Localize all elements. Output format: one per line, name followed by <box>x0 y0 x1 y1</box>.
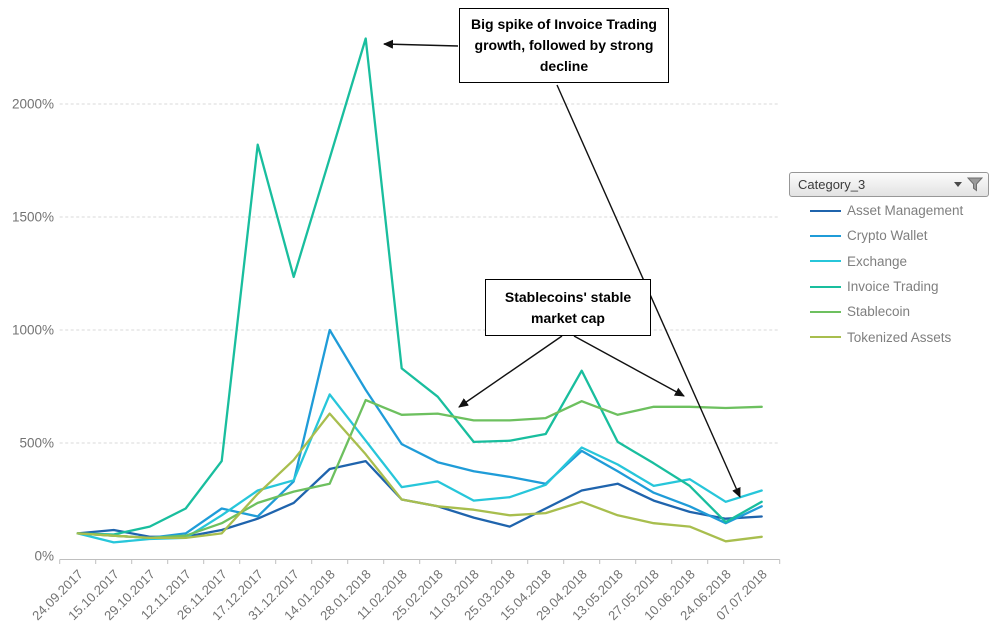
y-tick-label: 1000% <box>12 323 54 338</box>
legend-item-exchange: Exchange <box>789 249 989 274</box>
legend-item-stablecoin: Stablecoin <box>789 299 989 324</box>
series-line-tokenized-assets <box>76 412 763 543</box>
legend-swatch <box>810 260 841 263</box>
legend-label: Asset Management <box>847 203 964 219</box>
y-tick-label: 2000% <box>12 97 54 112</box>
annotation-arrow-4 <box>573 335 685 397</box>
legend-item-tokenized-assets: Tokenized Assets <box>789 324 989 349</box>
y-tick-label: 500% <box>19 436 54 451</box>
annotation-spike-callout: Big spike of Invoice Trading growth, fol… <box>459 8 669 83</box>
legend-swatch <box>810 209 841 212</box>
annotation-stablecoin-callout: Stablecoins' stable market cap <box>485 279 651 336</box>
legend-item-invoice-trading: Invoice Trading <box>789 274 989 299</box>
legend-swatch <box>810 336 841 339</box>
series-line-stablecoin <box>76 398 763 540</box>
legend-items: Asset Management Crypto Wallet Exchange … <box>789 198 989 350</box>
legend-label: Exchange <box>847 253 908 269</box>
legend-swatch <box>810 285 841 288</box>
series-line-exchange <box>76 393 763 544</box>
filter-funnel-icon <box>967 177 983 192</box>
legend-swatch <box>810 234 841 237</box>
legend-swatch <box>810 310 841 313</box>
y-tick-label: 1500% <box>12 210 54 225</box>
annotation-arrow-1 <box>383 39 459 49</box>
legend-label: Tokenized Assets <box>847 329 952 345</box>
series-line-crypto-wallet <box>76 328 763 540</box>
series-line-asset-management <box>76 459 763 538</box>
category-filter-label: Category_3 <box>798 177 866 192</box>
legend-label: Crypto Wallet <box>847 228 928 244</box>
chart-legend: Category_3 Asset Management Crypto Walle… <box>789 172 989 350</box>
legend-label: Invoice Trading <box>847 279 939 295</box>
dropdown-caret-icon <box>954 182 962 187</box>
annotation-spike-text: Big spike of Invoice Trading growth, fol… <box>471 16 657 74</box>
annotation-stablecoin-text: Stablecoins' stable market cap <box>504 288 632 326</box>
legend-label: Stablecoin <box>847 304 911 320</box>
legend-item-asset-management: Asset Management <box>789 198 989 223</box>
annotation-arrow-3 <box>458 335 563 408</box>
y-tick-label: 0% <box>34 549 54 564</box>
series-line-invoice-trading <box>76 37 763 536</box>
legend-item-crypto-wallet: Crypto Wallet <box>789 223 989 248</box>
category-filter-button[interactable]: Category_3 <box>789 172 989 197</box>
